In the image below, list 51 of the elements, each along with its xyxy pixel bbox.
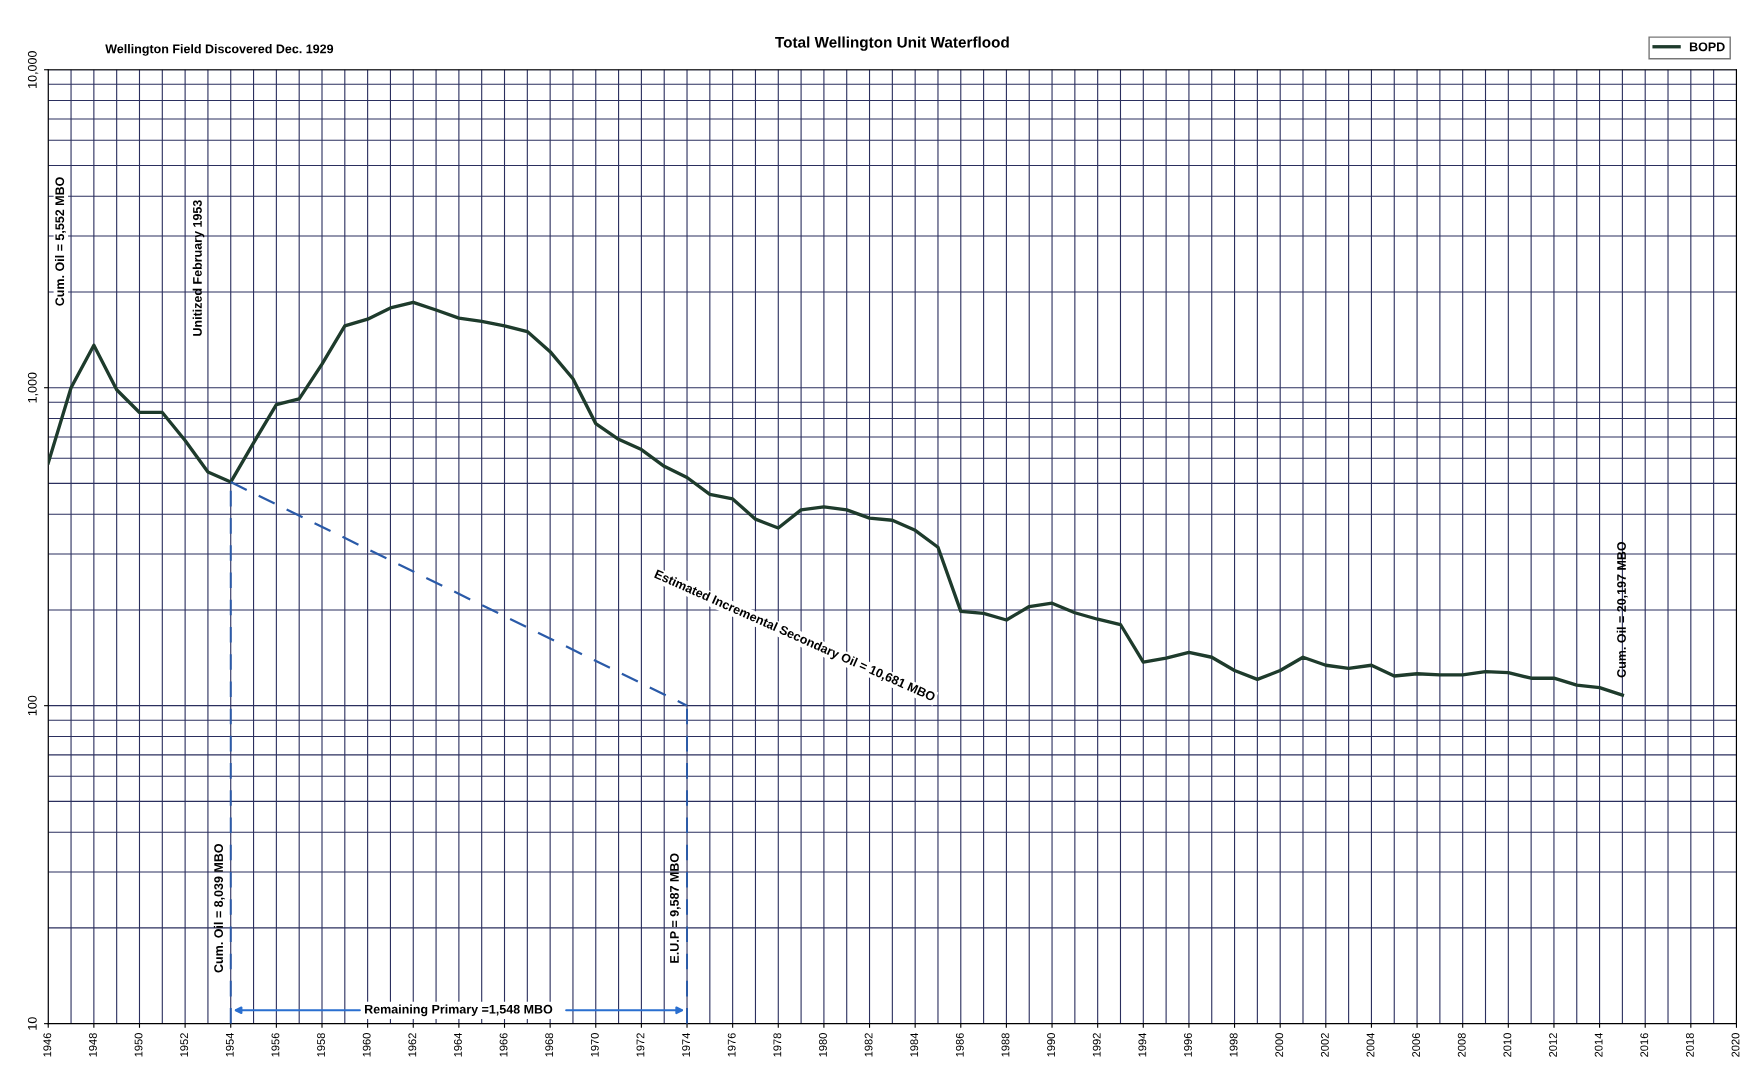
- x-tick-label: 1960: [362, 1033, 371, 1057]
- x-tick-label: 1982: [864, 1033, 873, 1057]
- x-tick-label: 2006: [1412, 1033, 1421, 1057]
- annotation: Unitized February 1953: [192, 200, 205, 336]
- x-tick-label: 1998: [1229, 1033, 1238, 1057]
- x-tick-label: 1954: [225, 1032, 234, 1057]
- annotation: E.U.P = 9,587 MBO: [670, 853, 681, 963]
- x-tick-label: 1966: [499, 1033, 508, 1057]
- x-tick-label: 1972: [636, 1033, 645, 1057]
- x-tick-label: 2000: [1275, 1033, 1284, 1057]
- x-tick-label: 1956: [271, 1033, 280, 1057]
- chart-title: Total Wellington Unit Waterflood: [775, 36, 1009, 51]
- x-tick-label: 1988: [1001, 1033, 1010, 1057]
- y-tick-label: 100: [27, 695, 37, 716]
- x-tick-label: 2002: [1320, 1033, 1329, 1057]
- x-tick-label: 1950: [134, 1033, 143, 1057]
- x-tick-label: 2008: [1457, 1033, 1466, 1057]
- x-tick-label: 1964: [454, 1032, 462, 1057]
- x-tick-label: 2018: [1685, 1033, 1694, 1057]
- x-tick-label: 1948: [88, 1033, 97, 1057]
- annotation: Cum. Oil = 20,197 MBO: [1616, 541, 1628, 678]
- x-tick-label: 1946: [43, 1033, 52, 1057]
- x-tick-label: 2016: [1640, 1033, 1649, 1057]
- annotation: Remaining Primary =1,548 MBO: [365, 1004, 553, 1017]
- x-tick-label: 1980: [819, 1033, 827, 1057]
- x-tick-label: 2004: [1366, 1032, 1375, 1057]
- x-tick-label: 1978: [773, 1033, 782, 1057]
- x-tick-label: 2010: [1503, 1033, 1512, 1057]
- x-tick-label: 1996: [1184, 1033, 1192, 1057]
- annotation: Cum. Oil = 8,039 MBO: [213, 843, 225, 973]
- x-tick-label: 1974: [682, 1032, 691, 1057]
- x-tick-label: 1984: [910, 1032, 919, 1057]
- x-tick-label: 1958: [317, 1033, 325, 1057]
- text: Wellington Field Discovered Dec. 1929: [105, 44, 334, 56]
- y-tick-label: 10,000: [27, 51, 39, 88]
- y-tick-label: 10: [27, 1017, 37, 1030]
- x-tick-label: 1976: [727, 1033, 736, 1057]
- x-tick-label: 2012: [1549, 1033, 1557, 1057]
- x-tick-label: 1994: [1138, 1032, 1147, 1057]
- y-tick-label: 1,000: [27, 372, 39, 403]
- x-tick-label: 1952: [180, 1033, 189, 1057]
- x-tick-label: 1990: [1047, 1033, 1056, 1057]
- x-tick-label: 1986: [955, 1033, 964, 1057]
- x-tick-label: 2020: [1731, 1033, 1740, 1057]
- legend-label: BOPD: [1689, 42, 1725, 52]
- x-tick-label: 2014: [1594, 1032, 1603, 1057]
- x-tick-label: 1992: [1092, 1033, 1101, 1057]
- annotation: Cum. Oil = 5,552 MBO: [54, 177, 66, 306]
- x-tick-label: 1970: [590, 1033, 599, 1057]
- x-tick-label: 1962: [408, 1033, 417, 1057]
- x-tick-label: 1968: [545, 1033, 554, 1057]
